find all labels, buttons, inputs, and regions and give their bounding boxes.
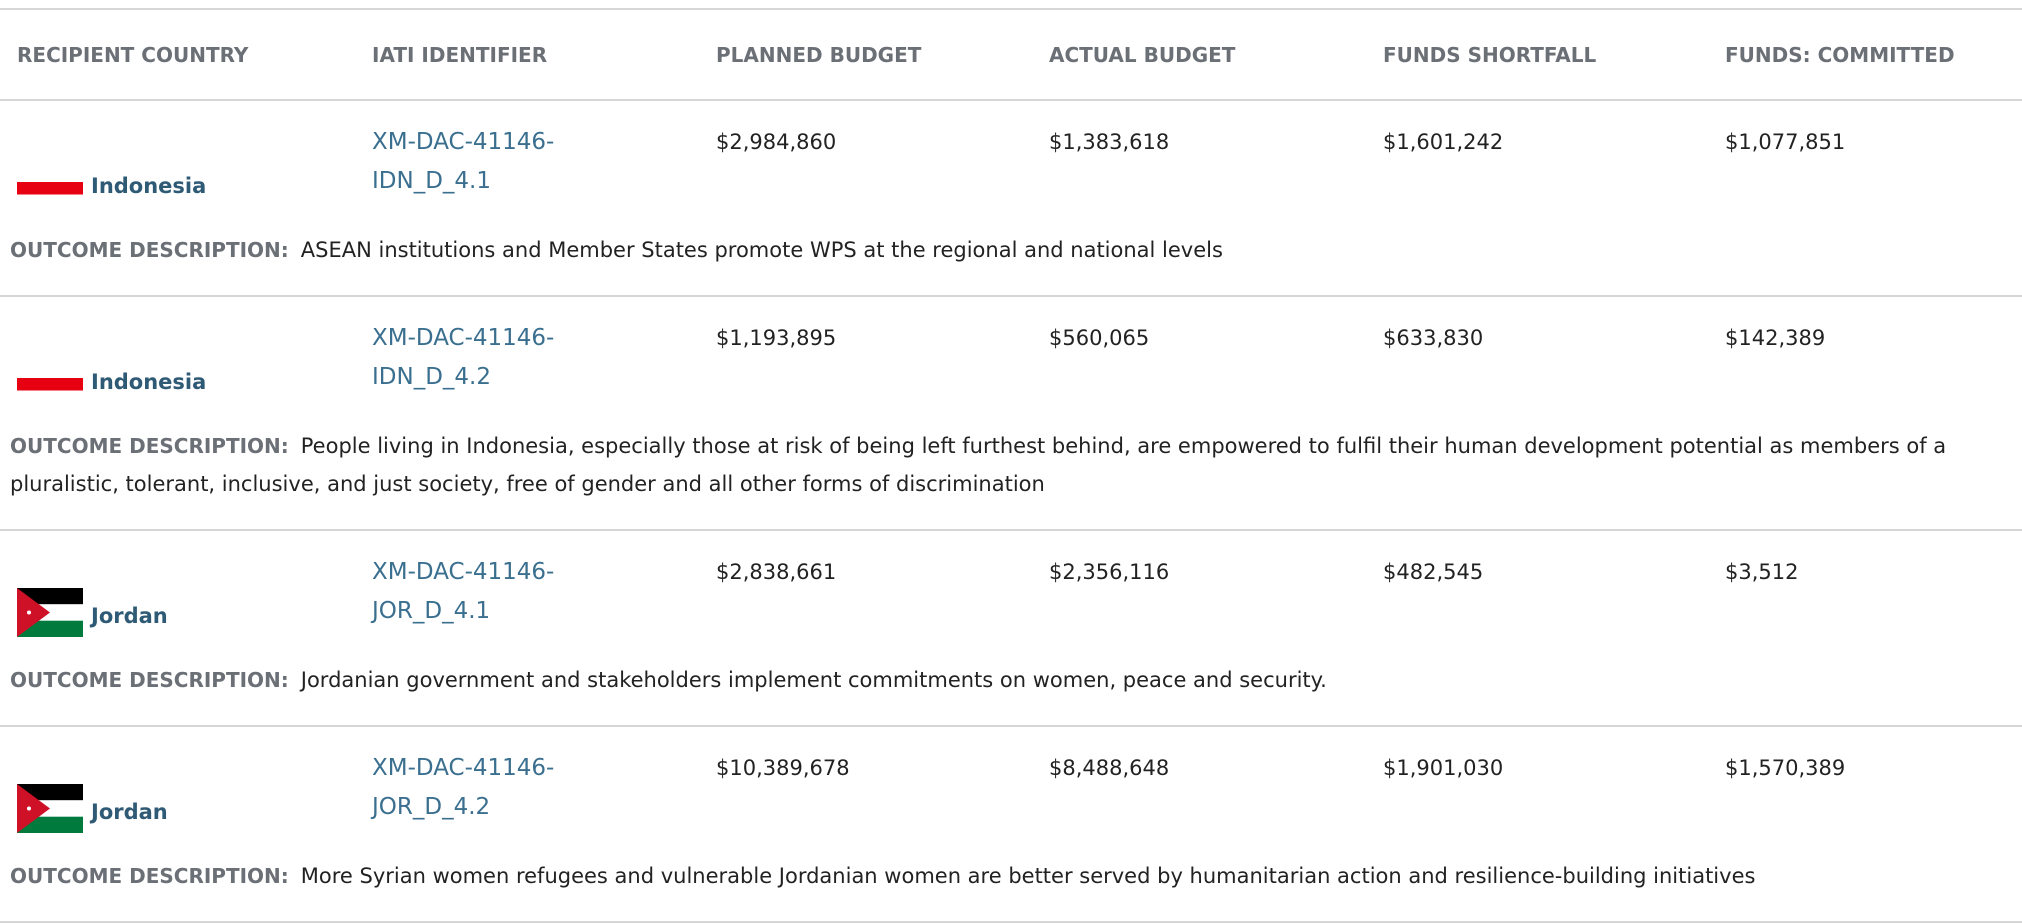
outcome-label: OUTCOME DESCRIPTION: xyxy=(10,434,289,458)
shortfall-budget: $633,830 xyxy=(1383,326,1484,350)
table-row: Jordan XM-DAC-41146-JOR_D_4.1 $2,838,661 $2… xyxy=(0,531,2022,727)
outcome-text: Jordanian government and stakeholders im… xyxy=(300,668,1327,692)
actual-budget: $8,488,648 xyxy=(1049,756,1170,780)
column-header: FUNDS: COMMITTED xyxy=(1725,42,1955,67)
planned-budget: $2,838,661 xyxy=(716,560,837,584)
flag xyxy=(17,378,83,403)
outcome-label: OUTCOME DESCRIPTION: xyxy=(10,668,289,692)
row-cells: Jordan XM-DAC-41146-JOR_D_4.1 $2,838,661 $2… xyxy=(0,531,2022,637)
country-cell: Indonesia xyxy=(10,319,365,403)
iati-link[interactable]: XM-DAC-41146-JOR_D_4.1 xyxy=(372,559,555,624)
table-row: Indonesia XM-DAC-41146-IDN_D_4.2 $1,193,89… xyxy=(0,297,2022,531)
actual-budget: $560,065 xyxy=(1049,326,1150,350)
country-cell: Indonesia xyxy=(10,123,365,207)
country-cell: Jordan xyxy=(10,749,365,833)
shortfall-budget: $482,545 xyxy=(1383,560,1484,584)
iati-link[interactable]: XM-DAC-41146-IDN_D_4.2 xyxy=(372,325,555,390)
country-name: Jordan xyxy=(91,800,168,824)
shortfall-budget: $1,901,030 xyxy=(1383,756,1504,780)
table-body: Indonesia XM-DAC-41146-IDN_D_4.1 $2,984,86… xyxy=(0,101,2022,923)
outcome-label: OUTCOME DESCRIPTION: xyxy=(10,238,289,262)
column-header: FUNDS SHORTFALL xyxy=(1383,42,1597,67)
country-name: Jordan xyxy=(91,604,168,628)
outcome-description: OUTCOME DESCRIPTION: ASEAN institutions a… xyxy=(0,207,2022,269)
outcome-text: ASEAN institutions and Member States pro… xyxy=(300,238,1223,262)
outcome-description: OUTCOME DESCRIPTION: Jordanian government… xyxy=(0,637,2022,699)
column-header: IATI IDENTIFIER xyxy=(372,42,548,67)
flag xyxy=(17,182,83,207)
country-cell: Jordan xyxy=(10,553,365,637)
row-cells: Indonesia XM-DAC-41146-IDN_D_4.2 $1,193,89… xyxy=(0,297,2022,403)
flag xyxy=(17,588,83,637)
shortfall-budget: $1,601,242 xyxy=(1383,130,1504,154)
row-cells: Jordan XM-DAC-41146-JOR_D_4.2 $10,389,678 $… xyxy=(0,727,2022,833)
table-row: Indonesia XM-DAC-41146-IDN_D_4.1 $2,984,86… xyxy=(0,101,2022,297)
column-header: ACTUAL BUDGET xyxy=(1049,42,1236,67)
iati-link[interactable]: XM-DAC-41146-JOR_D_4.2 xyxy=(372,755,555,820)
table-header: RECIPIENT COUNTRY IATI IDENTIFIER PLANNED … xyxy=(0,8,2022,101)
outcome-description: OUTCOME DESCRIPTION: People living in Ind… xyxy=(0,403,2022,503)
column-header: PLANNED BUDGET xyxy=(716,42,922,67)
actual-budget: $1,383,618 xyxy=(1049,130,1170,154)
outcome-text: More Syrian women refugees and vulnerabl… xyxy=(300,864,1756,888)
committed-budget: $3,512 xyxy=(1725,560,1799,584)
outcome-label: OUTCOME DESCRIPTION: xyxy=(10,864,289,888)
iati-link[interactable]: XM-DAC-41146-IDN_D_4.1 xyxy=(372,129,555,194)
planned-budget: $2,984,860 xyxy=(716,130,837,154)
committed-budget: $1,077,851 xyxy=(1725,130,1846,154)
planned-budget: $1,193,895 xyxy=(716,326,837,350)
column-header: RECIPIENT COUNTRY xyxy=(17,42,249,67)
committed-budget: $142,389 xyxy=(1725,326,1826,350)
committed-budget: $1,570,389 xyxy=(1725,756,1846,780)
planned-budget: $10,389,678 xyxy=(716,756,850,780)
row-cells: Indonesia XM-DAC-41146-IDN_D_4.1 $2,984,86… xyxy=(0,101,2022,207)
actual-budget: $2,356,116 xyxy=(1049,560,1170,584)
country-name: Indonesia xyxy=(91,174,207,198)
table-row: Jordan XM-DAC-41146-JOR_D_4.2 $10,389,678 $… xyxy=(0,727,2022,923)
outcome-description: OUTCOME DESCRIPTION: More Syrian women re… xyxy=(0,833,2022,895)
country-name: Indonesia xyxy=(91,370,207,394)
flag xyxy=(17,784,83,833)
outcome-text: People living in Indonesia, especially t… xyxy=(10,434,1947,496)
